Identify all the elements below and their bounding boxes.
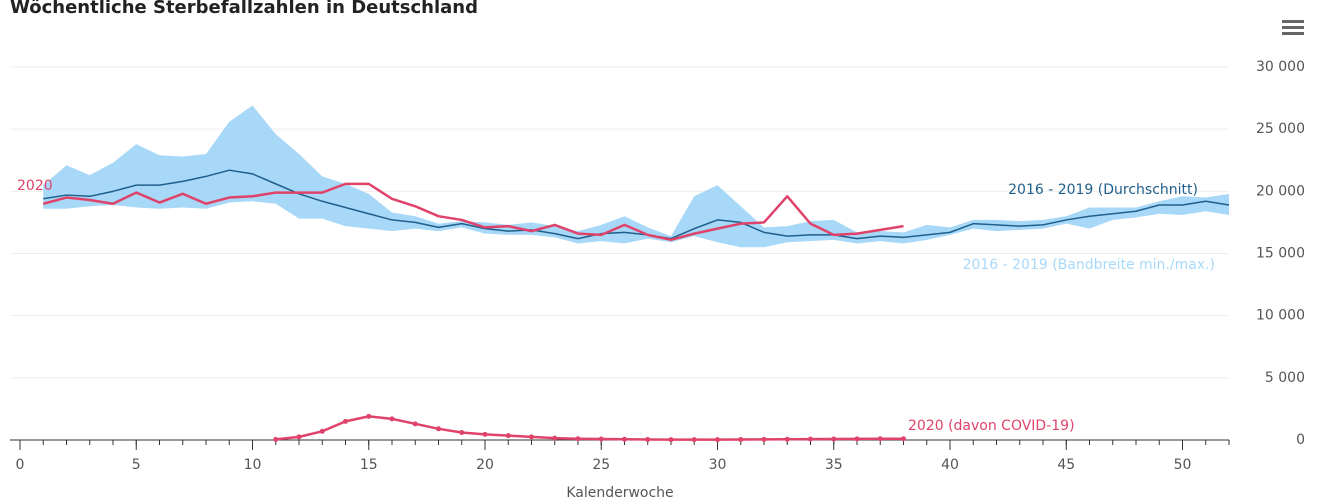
point — [389, 416, 395, 422]
menu-button[interactable] — [1282, 20, 1304, 35]
series-line — [275, 415, 904, 441]
point — [877, 436, 883, 442]
point — [691, 437, 697, 443]
point — [482, 431, 488, 437]
point — [529, 434, 534, 440]
y-tick-label: 5 000 — [1265, 370, 1305, 386]
x-tick-label: 30 — [709, 457, 727, 473]
x-tick-label: 40 — [941, 457, 959, 473]
x-tick-label: 20 — [476, 457, 494, 473]
point — [436, 426, 441, 432]
series-label: 2016 - 2019 (Durchschnitt) — [1008, 182, 1198, 198]
x-tick-label: 35 — [825, 457, 843, 473]
series-line — [42, 182, 904, 242]
menu-bar — [1282, 32, 1304, 35]
point — [552, 435, 558, 441]
series-label: 2020 (davon COVID-19) — [908, 418, 1075, 434]
point — [738, 437, 744, 443]
x-tick-label: 15 — [360, 457, 378, 473]
y-tick-label: 15 000 — [1256, 246, 1305, 262]
y-tick-label: 20 000 — [1256, 183, 1305, 199]
point — [598, 436, 604, 442]
point — [854, 436, 860, 442]
y-tick-label: 10 000 — [1256, 308, 1305, 324]
point — [366, 413, 372, 419]
x-tick-label: 10 — [244, 457, 262, 473]
y-tick-label: 30 000 — [1256, 59, 1305, 75]
x-tick-label: 25 — [592, 457, 610, 473]
point — [668, 437, 674, 443]
point — [459, 430, 465, 436]
point — [715, 437, 720, 443]
point — [808, 436, 813, 442]
point — [412, 421, 418, 427]
point — [575, 436, 581, 442]
point — [319, 428, 325, 434]
point — [622, 436, 627, 442]
x-tick-label: 5 — [132, 457, 141, 473]
point — [273, 436, 279, 442]
y-tick-label: 25 000 — [1256, 121, 1305, 137]
point — [343, 418, 348, 424]
y-tick-label: 0 — [1296, 432, 1305, 448]
point — [761, 436, 767, 442]
menu-bar — [1282, 20, 1304, 23]
series-label: 2020 — [17, 178, 53, 194]
band-area — [43, 105, 1229, 248]
x-tick-label: 50 — [1174, 457, 1192, 473]
point — [784, 436, 790, 442]
point — [645, 437, 651, 443]
menu-bar — [1282, 26, 1304, 29]
x-tick-label: 0 — [16, 457, 25, 473]
point — [901, 436, 906, 442]
point — [296, 434, 302, 440]
x-tick-label: 45 — [1057, 457, 1075, 473]
point — [505, 433, 511, 439]
chart-title: Wöchentliche Sterbefallzahlen in Deutsch… — [10, 0, 478, 18]
series-line — [43, 169, 1230, 240]
series-label: 2016 - 2019 (Bandbreite min./max.) — [963, 257, 1215, 273]
x-axis-label: Kalenderwoche — [566, 485, 673, 501]
point — [831, 436, 837, 442]
